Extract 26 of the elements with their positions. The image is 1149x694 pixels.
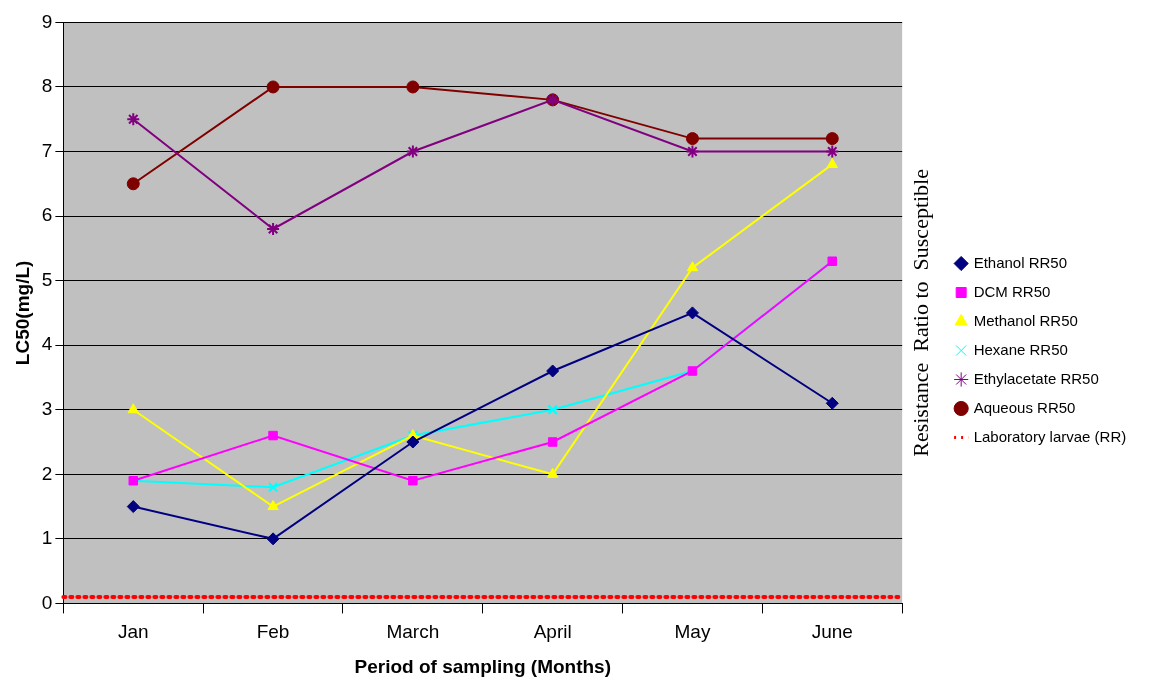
y-axis-title: LC50(mg/L) [11,260,33,366]
legend-label: Ethanol RR50 [973,253,1068,271]
y-tick-label: 5 [41,268,53,290]
x-tick-label: Jan [117,621,149,643]
x-tick-label: June [811,621,853,643]
legend-label: Aqueous RR50 [973,398,1076,416]
legend-label: Ethylacetate RR50 [973,369,1099,387]
legend-label: DCM RR50 [973,282,1051,300]
y-tick-label: 0 [41,591,53,613]
y-tick-label: 3 [41,397,53,419]
y-tick-label: 9 [41,10,53,32]
y-tick-label: 2 [41,462,53,484]
x-axis-title: Period of sampling (Months) [354,655,612,677]
y-tick-label: 6 [41,204,53,226]
y-tick-label: 7 [41,139,53,161]
y2-axis-title: Resistance Ratio to Susceptible [907,169,933,457]
legend-label: Laboratory larvae (RR) [973,427,1127,445]
y-tick-label: 4 [41,333,53,355]
x-tick-label: March [386,621,440,643]
legend-label: Hexane RR50 [973,340,1068,358]
legend-label: Methanol RR50 [973,311,1078,329]
x-tick-label: Feb [256,621,290,643]
x-tick-label: April [533,621,572,643]
y-tick-label: 8 [41,75,53,97]
y-tick-label: 1 [41,527,53,549]
x-tick-label: May [674,621,711,643]
